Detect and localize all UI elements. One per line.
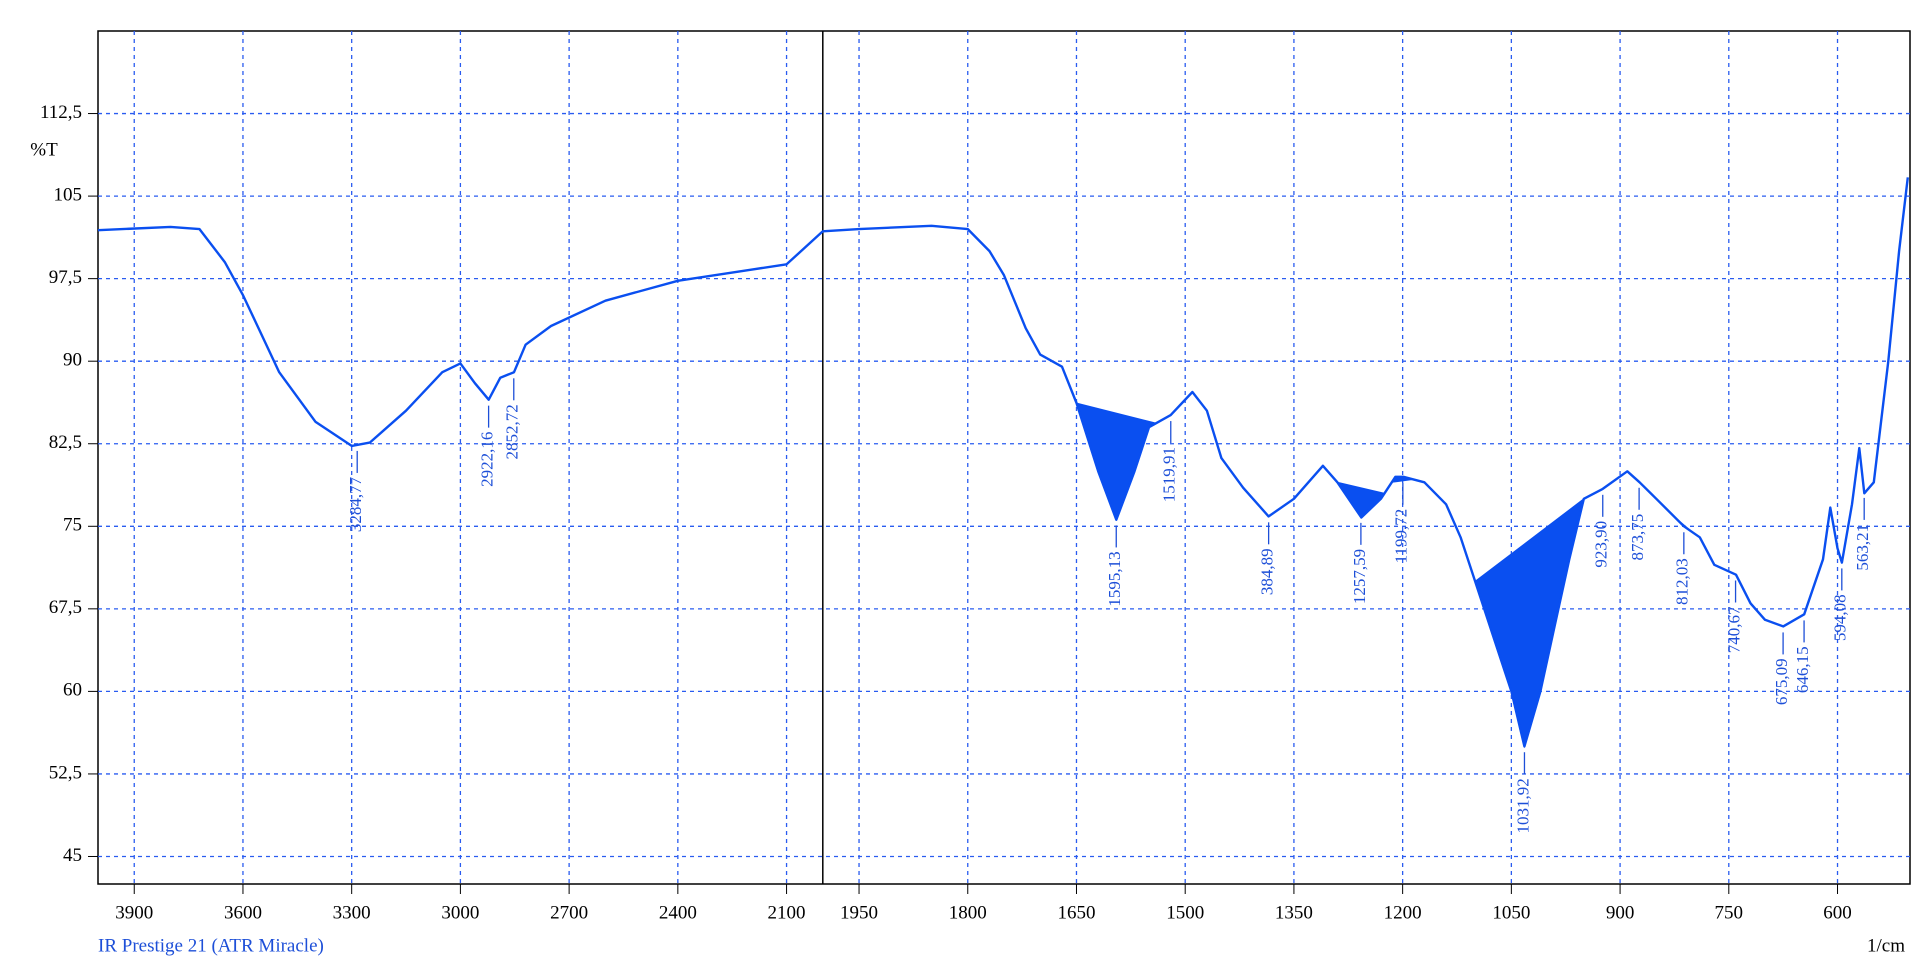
x-tick-label: 1800	[949, 902, 987, 923]
y-tick-label: 82,5	[49, 432, 82, 453]
x-tick-label: 2700	[550, 902, 588, 923]
peak-label: 384,89	[1258, 548, 1277, 595]
x-tick-label: 1950	[840, 902, 878, 923]
peak-label: 3284,77	[346, 476, 365, 532]
peak-label: 646,15	[1793, 646, 1812, 693]
x-tick-label: 1050	[1492, 902, 1530, 923]
x-tick-label: 1350	[1275, 902, 1313, 923]
shaded-area	[1474, 497, 1585, 749]
peak-label: 2922,16	[478, 432, 497, 487]
peak-label: 1519,91	[1160, 447, 1179, 502]
y-tick-label: 52,5	[49, 762, 82, 783]
y-axis-label: %T	[30, 139, 58, 160]
x-tick-label: 600	[1823, 902, 1852, 923]
y-tick-label: 97,5	[49, 267, 82, 288]
peak-label: 873,75	[1628, 514, 1647, 561]
spectrum-line	[97, 177, 1909, 748]
peak-label: 1031,92	[1513, 778, 1532, 833]
shaded-area	[1075, 402, 1158, 522]
x-tick-label: 3900	[115, 902, 153, 923]
peak-label: 812,03	[1673, 558, 1692, 605]
x-tick-label: 1500	[1166, 902, 1204, 923]
y-tick-label: 45	[63, 845, 82, 866]
peak-label: 1199,72	[1392, 509, 1411, 564]
x-tick-label: 1200	[1384, 902, 1422, 923]
y-tick-label: 105	[54, 184, 83, 205]
peak-label: 2852,72	[503, 404, 522, 459]
y-tick-label: 112,5	[40, 102, 82, 123]
peak-label: 923,90	[1592, 521, 1611, 568]
peak-label: 563,21	[1853, 524, 1872, 571]
x-tick-label: 1650	[1057, 902, 1095, 923]
shaded-area	[1336, 481, 1386, 519]
peak-label: 740,67	[1724, 606, 1743, 653]
y-tick-label: 90	[63, 350, 82, 371]
x-tick-label: 3000	[441, 902, 479, 923]
x-axis-label: 1/cm	[1867, 935, 1905, 956]
x-tick-label: 900	[1606, 902, 1635, 923]
x-tick-label: 2400	[659, 902, 697, 923]
footer: IR Prestige 21 (ATR Miracle)	[98, 935, 324, 956]
peak-label: 1595,13	[1105, 551, 1124, 606]
x-tick-label: 750	[1715, 902, 1744, 923]
x-tick-label: 3300	[333, 902, 371, 923]
peak-label: 594,08	[1831, 594, 1850, 641]
y-tick-label: 60	[63, 680, 82, 701]
plot-frame	[97, 30, 1911, 885]
y-tick-label: 75	[63, 515, 82, 536]
x-tick-label: 3600	[224, 902, 262, 923]
x-tick-label: 2100	[768, 902, 806, 923]
peak-label: 1257,59	[1350, 549, 1369, 604]
y-tick-label: 67,5	[49, 597, 82, 618]
peak-label: 675,09	[1772, 658, 1791, 705]
